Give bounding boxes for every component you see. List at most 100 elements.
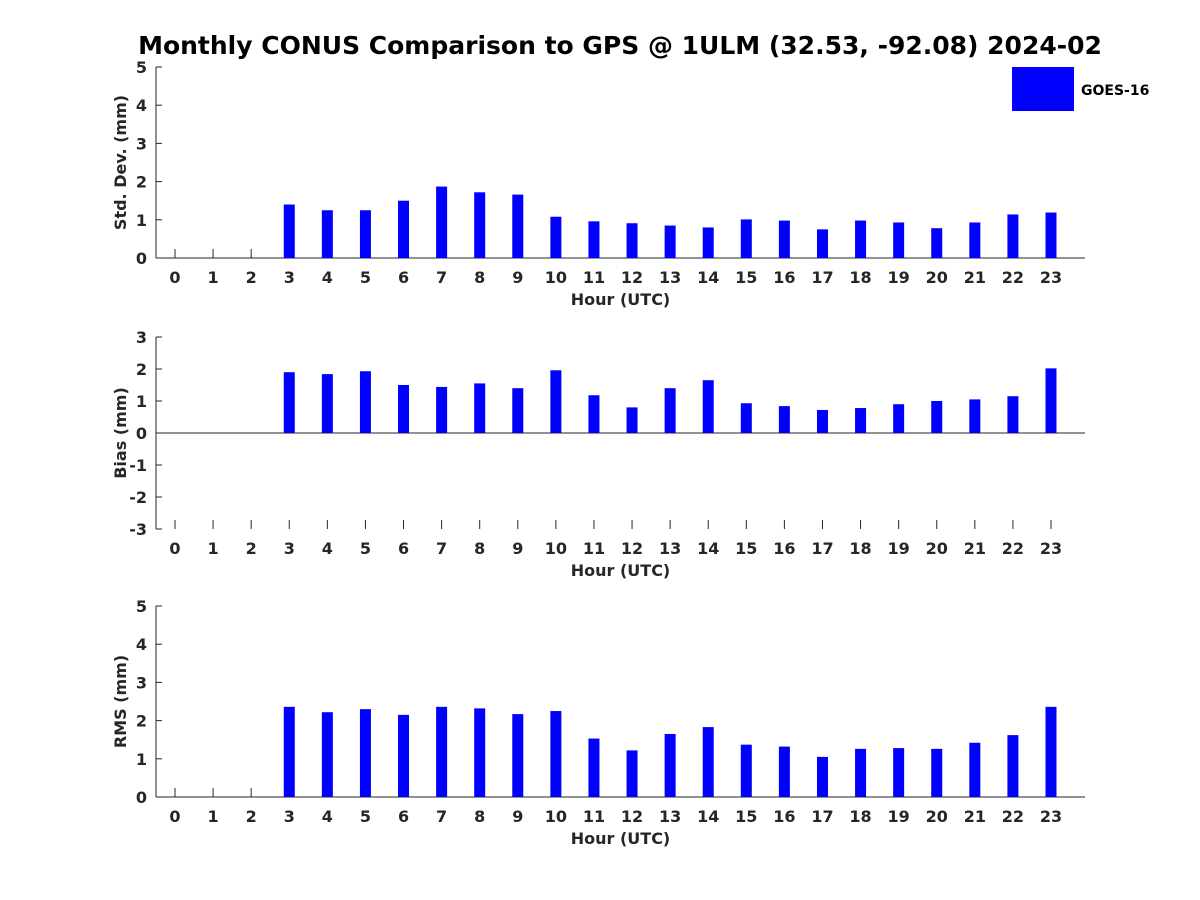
- rms-x-tick-label: 15: [735, 807, 757, 826]
- bias-bar-hour-16: [778, 406, 790, 433]
- rms-x-tick-label: 16: [773, 807, 795, 826]
- std-bar-hour-18: [855, 220, 867, 258]
- bias-x-tick-label: 4: [322, 539, 333, 558]
- rms-bar-hour-4: [321, 712, 333, 797]
- rms-x-tick-label: 2: [246, 807, 257, 826]
- std-bar-hour-3: [283, 204, 295, 258]
- bias-x-tick-label: 19: [888, 539, 910, 558]
- rms-bar-hour-11: [588, 738, 600, 797]
- rms-x-tick-label: 10: [545, 807, 567, 826]
- std-x-tick-label: 11: [583, 268, 605, 287]
- rms-x-tick-label: 1: [208, 807, 219, 826]
- bias-x-tick-label: 5: [360, 539, 371, 558]
- rms-x-tick-label: 6: [398, 807, 409, 826]
- rms-x-tick-label: 22: [1002, 807, 1024, 826]
- std-x-tick-label: 6: [398, 268, 409, 287]
- bias-x-tick-label: 17: [811, 539, 833, 558]
- rms-bar-hour-12: [626, 750, 638, 797]
- std-bar-hour-6: [398, 200, 410, 258]
- bias-x-tick-label: 21: [964, 539, 986, 558]
- bias-x-tick-label: 3: [284, 539, 295, 558]
- bias-x-tick-label: 7: [436, 539, 447, 558]
- rms-bar-hour-5: [359, 709, 371, 797]
- rms-bar-hour-15: [740, 744, 752, 797]
- bias-x-tick-label: 9: [512, 539, 523, 558]
- bias-bar-hour-9: [512, 388, 524, 433]
- std-bar-hour-10: [550, 216, 562, 258]
- std-bar-hour-23: [1045, 212, 1057, 258]
- std-x-tick-label: 12: [621, 268, 643, 287]
- rms-y-tick-label: 3: [136, 673, 147, 692]
- bias-x-tick-label: 18: [849, 539, 871, 558]
- bias-bar-hour-5: [359, 371, 371, 433]
- std-y-tick-label: 0: [136, 249, 147, 268]
- rms-x-tick-label: 8: [474, 807, 485, 826]
- std-x-tick-label: 17: [811, 268, 833, 287]
- bias-x-tick-label: 13: [659, 539, 681, 558]
- rms-bar-hour-19: [893, 748, 905, 797]
- bias-x-tick-label: 0: [169, 539, 180, 558]
- rms-y-tick-label: 0: [136, 788, 147, 807]
- rms-x-tick-label: 14: [697, 807, 719, 826]
- std-x-tick-label: 7: [436, 268, 447, 287]
- rms-bar-hour-7: [436, 706, 448, 797]
- bias-y-tick-label: 3: [136, 328, 147, 347]
- std-x-tick-label: 21: [964, 268, 986, 287]
- std-bar-hour-21: [969, 222, 981, 258]
- bias-x-tick-label: 10: [545, 539, 567, 558]
- rms-bar-hour-21: [969, 742, 981, 797]
- rms-bar-hour-10: [550, 711, 562, 797]
- rms-bar-hour-14: [702, 727, 714, 797]
- rms-y-tick-label: 4: [136, 635, 147, 654]
- bias-bar-hour-10: [550, 370, 562, 433]
- std-x-tick-label: 15: [735, 268, 757, 287]
- rms-bar-hour-23: [1045, 706, 1057, 797]
- bias-bar-hour-12: [626, 407, 638, 433]
- rms-x-tick-label: 18: [849, 807, 871, 826]
- bias-bar-hour-18: [855, 408, 867, 433]
- std-x-tick-label: 3: [284, 268, 295, 287]
- rms-x-tick-label: 3: [284, 807, 295, 826]
- bias-x-tick-label: 22: [1002, 539, 1024, 558]
- rms-bar-hour-8: [474, 708, 486, 797]
- rms-x-tick-label: 7: [436, 807, 447, 826]
- figure-title: Monthly CONUS Comparison to GPS @ 1ULM (…: [138, 31, 1102, 60]
- bias-x-tick-label: 20: [926, 539, 948, 558]
- bias-bar-hour-17: [816, 409, 828, 433]
- rms-bar-hour-3: [283, 706, 295, 797]
- bias-bar-hour-6: [398, 385, 410, 433]
- rms-x-tick-label: 0: [169, 807, 180, 826]
- std-bar-hour-12: [626, 223, 638, 258]
- rms-y-axis-label: RMS (mm): [111, 655, 130, 748]
- bias-x-tick-label: 1: [208, 539, 219, 558]
- bias-bar-hour-14: [702, 380, 714, 433]
- rms-x-tick-label: 5: [360, 807, 371, 826]
- bias-x-tick-label: 16: [773, 539, 795, 558]
- std-x-tick-label: 23: [1040, 268, 1062, 287]
- bias-x-tick-label: 15: [735, 539, 757, 558]
- rms-x-tick-label: 11: [583, 807, 605, 826]
- bias-y-tick-label: 1: [136, 392, 147, 411]
- rms-x-tick-label: 4: [322, 807, 333, 826]
- rms-x-tick-label: 13: [659, 807, 681, 826]
- std-bar-hour-9: [512, 194, 524, 258]
- std-x-tick-label: 0: [169, 268, 180, 287]
- std-x-tick-label: 14: [697, 268, 719, 287]
- std-bar-hour-14: [702, 227, 714, 258]
- rms-x-tick-label: 20: [926, 807, 948, 826]
- bias-bar-hour-11: [588, 395, 600, 433]
- std-x-tick-label: 16: [773, 268, 795, 287]
- std-x-tick-label: 22: [1002, 268, 1024, 287]
- bias-y-axis-label: Bias (mm): [111, 387, 130, 479]
- bias-bar-hour-22: [1007, 396, 1019, 433]
- bias-y-tick-label: -2: [129, 488, 147, 507]
- rms-bar-hour-16: [778, 746, 790, 797]
- std-x-tick-label: 18: [849, 268, 871, 287]
- bias-bar-hour-3: [283, 372, 295, 433]
- std-bar-hour-11: [588, 221, 600, 258]
- legend: GOES-16: [1012, 67, 1149, 111]
